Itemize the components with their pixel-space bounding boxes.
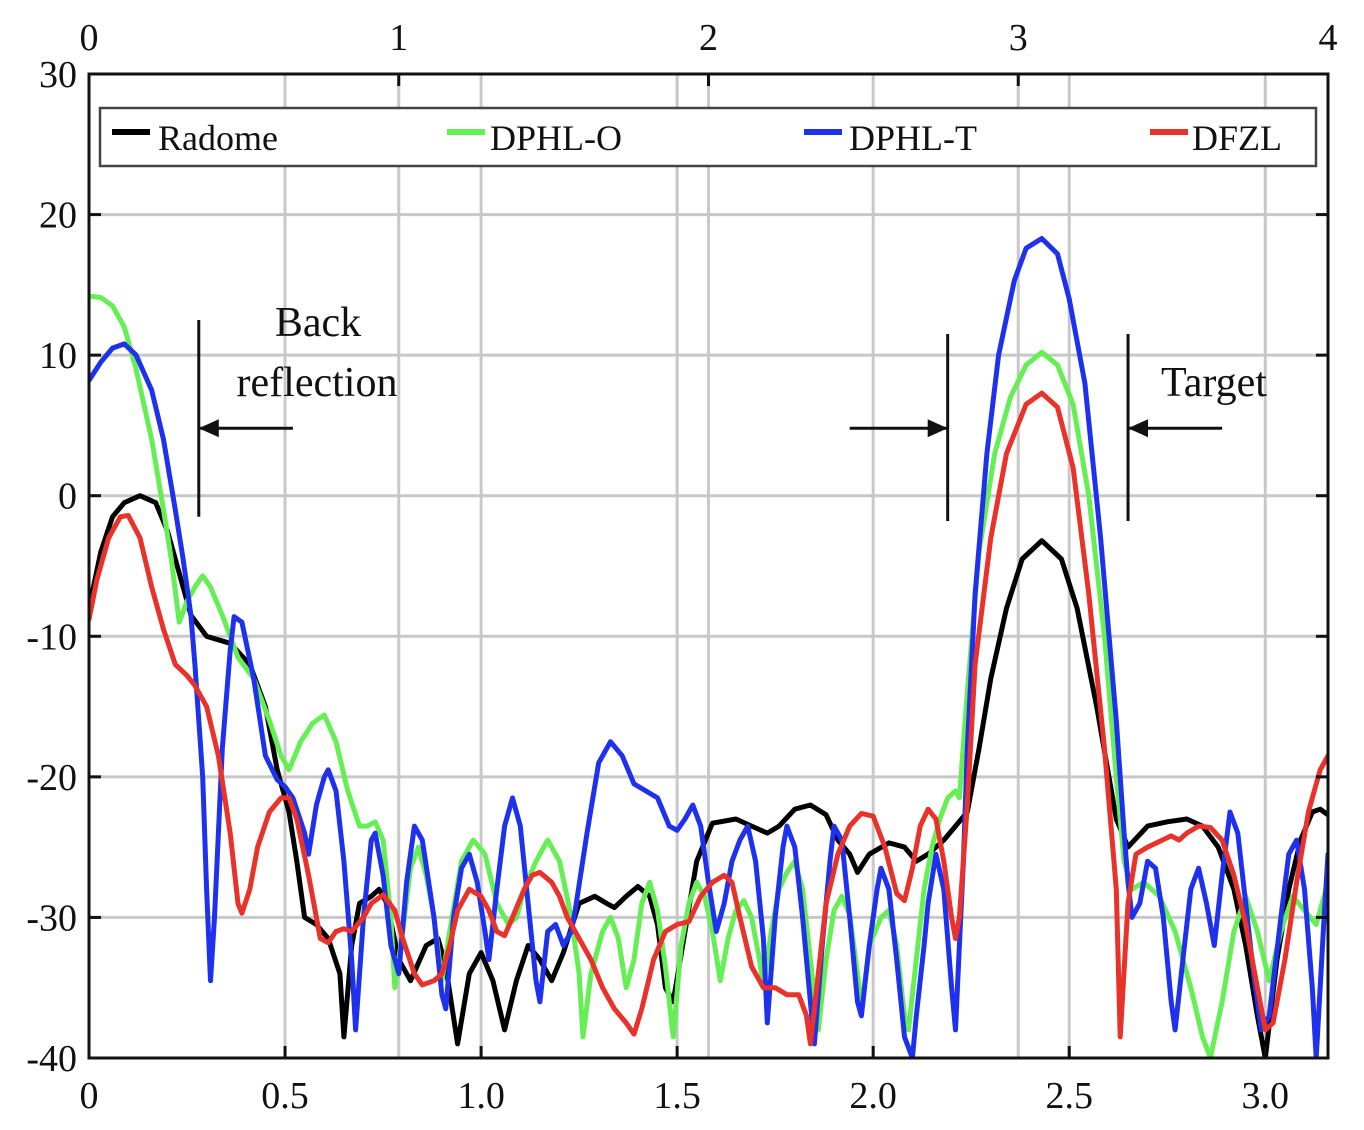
y-tick-label: -30: [26, 897, 77, 939]
x-tick-label: 3.0: [1242, 1075, 1290, 1117]
y-tick-label: -10: [26, 616, 77, 658]
annotations: Back reflection Target: [197, 300, 1267, 522]
back-reflection-arrow-head: [198, 419, 219, 438]
y-tick-label: 10: [39, 335, 77, 377]
series-line-dphl-o: [89, 293, 1328, 1058]
tick-labels: 0 0.5 1.0 1.5 2.0 2.5 3.0 0 1 2 3 4 -40 -30 -20 -10 0 10 2…: [26, 17, 1337, 1117]
legend-label-dphl-o: DPHL-O: [490, 118, 622, 158]
top-tick-label: 4: [1319, 17, 1338, 59]
series-line-dfzl: [89, 390, 1328, 1047]
x-tick-label: 2.0: [849, 1075, 897, 1117]
x-tick-label: 1.5: [653, 1075, 701, 1117]
target-arrow-right-head: [1128, 419, 1149, 438]
x-tick-label: 0: [80, 1075, 99, 1117]
series-line-dphl-t: [89, 236, 1328, 1058]
axis-ticks: [87, 72, 1330, 1060]
y-tick-label: 20: [39, 195, 77, 237]
series-lines: [89, 236, 1328, 1058]
x-tick-label: 0.5: [261, 1075, 309, 1117]
legend-label-dphl-t: DPHL-T: [849, 118, 977, 158]
y-tick-label: 30: [39, 54, 77, 96]
back-reflection-label: reflection: [237, 360, 398, 406]
top-tick-label: 1: [389, 17, 408, 59]
y-tick-label: 0: [58, 476, 77, 518]
top-tick-label: 0: [80, 17, 99, 59]
back-reflection-label: Back: [275, 300, 361, 346]
target-arrow-left-head: [927, 419, 948, 438]
legend-label-dfzl: DFZL: [1192, 118, 1282, 158]
legend-box: [98, 106, 1318, 168]
x-tick-label: 2.5: [1045, 1075, 1093, 1117]
x-tick-label: 1.0: [457, 1075, 505, 1117]
top-tick-label: 3: [1009, 17, 1028, 59]
y-tick-label: -40: [26, 1038, 77, 1080]
top-tick-label: 2: [699, 17, 718, 59]
target-label: Target: [1161, 360, 1267, 406]
legend: Radome DPHL-O DPHL-T DFZL: [98, 106, 1318, 168]
y-tick-label: -20: [26, 757, 77, 799]
legend-label-radome: Radome: [158, 118, 278, 158]
